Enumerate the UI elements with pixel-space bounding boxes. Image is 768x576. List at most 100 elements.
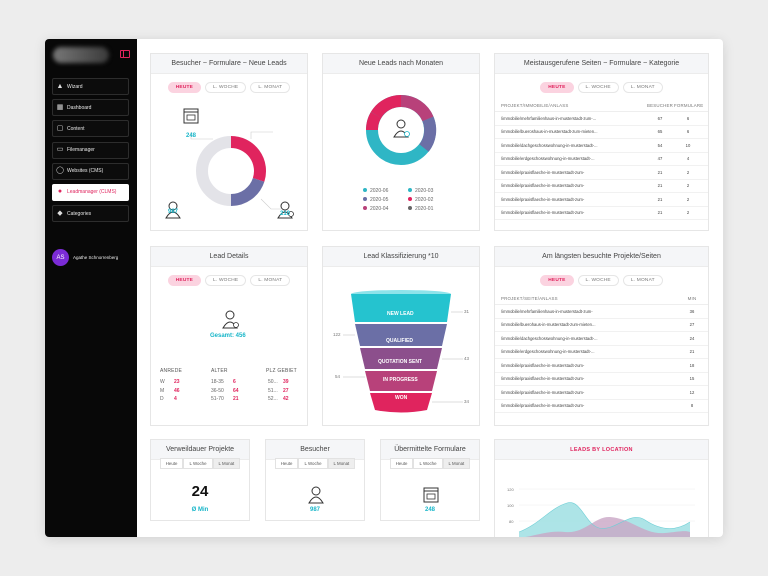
table-row[interactable]: /immobilie/praxisflaeche-in-musterstadt-… [495,373,708,386]
lead-person-icon [222,310,239,329]
visitors-donut-chart [165,108,294,219]
sidebar-item-label: Filemanager [67,147,95,154]
funnel-left-value: 54 [335,374,341,379]
sidebar: ▲ Wizard ▦ Dashboard ▢ Content ▭ Filemanager… [45,39,137,537]
table-header: PROJEKT/IMMOBILIE/ANLASS BESUCHER FORMUL… [495,99,708,112]
form-icon [183,108,199,124]
age-stats: 18-35 6 36-50 64 51-70 21 [211,379,239,402]
location-area-chart [518,488,695,537]
legend-item: 2020-02 [408,197,453,203]
legend-item: 2020-05 [363,197,408,203]
table-row[interactable]: /immobilie/praxisflaeche-in-musterstadt-… [495,359,708,373]
table-row[interactable]: /immobilie/buerohaus-in-musterstadt-zum-… [495,319,708,332]
new-leads-by-month-card: Neue Leads nach Monaten 2020-06 2020-03 … [322,53,480,231]
sidebar-item-content[interactable]: ▢ Content [52,120,129,138]
card-title: Verweildauer Projekte [151,440,249,460]
sidebar-item-label: Content [67,125,85,132]
most-visited-pages-card: Meistausgerufene Seiten ~ Formulare ~ Ka… [494,53,709,231]
table-row[interactable]: /immobilie/dachgeschosswohnung-in-muster… [495,139,708,153]
funnel-stage-quotation-sent: QUOTATION SENT [378,359,422,365]
form-icon [423,487,439,503]
user-profile[interactable]: AS Agathe Schnorrenberg [52,249,118,266]
tab-week[interactable]: L Woche [298,458,328,469]
avatar: AS [52,249,69,266]
card-title: Am längsten besuchte Projekte/Seiten [495,247,708,267]
tag-icon: ◆ [57,209,63,217]
card-title: Lead Details [151,247,307,267]
table-row[interactable]: /immobilie/erdgeschosswohnung-in-musters… [495,346,708,359]
table-row[interactable]: /immobilie/praxisflaeche-in-musterstadt-… [495,400,708,413]
sidebar-item-websites[interactable]: ◯ Websites (CMS) [52,162,129,180]
table-row[interactable]: /immobilie/praxisflaeche-in-musterstadt-… [495,166,708,180]
zip-label: PLZ GEBIET [266,368,297,374]
table-row[interactable]: /immobilie/mehrfamilienhaus-in-mustersta… [495,305,708,319]
lead-total: Gesamt: 456 [210,333,246,339]
visitor-person-icon [165,201,181,219]
table-row[interactable]: /immobilie/praxisflaeche-in-musterstadt-… [495,180,708,193]
pill-month[interactable]: L. MONAT [622,275,663,286]
sidebar-item-label: Dashboard [67,104,92,111]
sidebar-item-categories[interactable]: ◆ Categories [52,205,129,223]
pill-week[interactable]: L. WOCHE [205,82,247,93]
pill-today[interactable]: HEUTE [167,275,202,286]
table-row[interactable]: /immobilie/dachgeschosswohnung-in-muster… [495,332,708,346]
chart-legend: 2020-06 2020-03 2020-05 2020-02 2020-04 … [363,188,453,212]
funnel-stage-new-lead: NEW LEAD [387,311,414,317]
table-row[interactable]: /immobilie/erdgeschosswohnung-in-musters… [495,153,708,166]
age-label: ALTER [211,368,228,374]
table-row[interactable]: /immobilie/praxisflaeche-in-musterstadt-… [495,193,708,207]
visitors-card: Besucher Heute L Woche L Monat 987 [265,439,365,521]
period-pills: HEUTE L. WOCHE L. MONAT [151,82,307,93]
legend-item: 2020-06 [363,188,408,194]
sidebar-item-dashboard[interactable]: ▦ Dashboard [52,99,129,117]
legend-item: 2020-04 [363,206,408,212]
pill-today[interactable]: HEUTE [167,82,202,93]
pill-week[interactable]: L. WOCHE [205,275,247,286]
pill-week[interactable]: L. WOCHE [577,275,619,286]
tab-week[interactable]: L Woche [413,458,443,469]
y-tick-label: 100 [507,503,514,508]
sidebar-toggle-icon[interactable] [120,50,130,58]
funnel-left-value: 122 [333,332,341,337]
table-row[interactable]: /immobilie/praxisflaeche-in-musterstadt-… [495,386,708,400]
table-row[interactable]: /immobilie/mehrfamilienhaus-in-mustersta… [495,112,708,126]
card-title: Übermittelte Formulare [381,440,479,460]
tab-month[interactable]: L Monat [212,458,241,469]
new-leads-donut-chart [366,94,437,165]
funnel-stage-qualified: QUALIFIED [386,338,413,344]
tab-month[interactable]: L Monat [442,458,471,469]
pill-today[interactable]: HEUTE [540,82,574,93]
tab-today[interactable]: Heute [389,458,414,469]
submitted-forms-card: Übermittelte Formulare Heute L Woche L M… [380,439,480,521]
visitors-value: 987 [309,507,320,513]
period-pills: HEUTE L. WOCHE L. MONAT [151,275,307,286]
sidebar-item-wizard[interactable]: ▲ Wizard [52,78,129,95]
pill-week[interactable]: L. WOCHE [577,82,619,93]
tab-week[interactable]: L Woche [183,458,213,469]
tab-month[interactable]: L Monat [327,458,356,469]
tab-today[interactable]: Heute [159,458,184,469]
card-title: Besucher [266,440,364,460]
tab-today[interactable]: Heute [274,458,299,469]
pill-month[interactable]: L. MONAT [250,275,291,286]
sidebar-item-filemanager[interactable]: ▭ Filemanager [52,141,129,159]
globe-icon: ◯ [56,167,64,175]
sidebar-item-label: Leadmanager (CLMS) [67,189,117,196]
user-name: Agathe Schnorrenberg [73,255,119,260]
pill-today[interactable]: HEUTE [540,275,574,286]
card-title: Lead Klassifizierung *10 [323,247,479,267]
funnel-right-value: 34 [464,399,470,404]
sidebar-item-label: Websites (CMS) [67,168,104,175]
zip-stats: 50... 39 51... 27 52... 42 [268,379,289,402]
card-title: Neue Leads nach Monaten [323,54,479,74]
card-title: LEADS BY LOCATION [495,440,708,460]
file-icon: ▭ [56,146,64,154]
visitors-count: 987 [168,209,179,215]
pill-month[interactable]: L. MONAT [250,82,291,93]
table-row[interactable]: /immobilie/praxisflaeche-in-musterstadt-… [495,207,708,220]
table-row[interactable]: /immobilie/bueroshaus-in-musterstadt-zum… [495,126,708,139]
pill-month[interactable]: L. MONAT [622,82,663,93]
dwell-time-unit: Ø Min [191,507,209,513]
sidebar-nav: ▲ Wizard ▦ Dashboard ▢ Content ▭ Filemanager… [52,78,129,226]
sidebar-item-leadmanager[interactable]: ● Leadmanager (CLMS) [52,183,129,201]
